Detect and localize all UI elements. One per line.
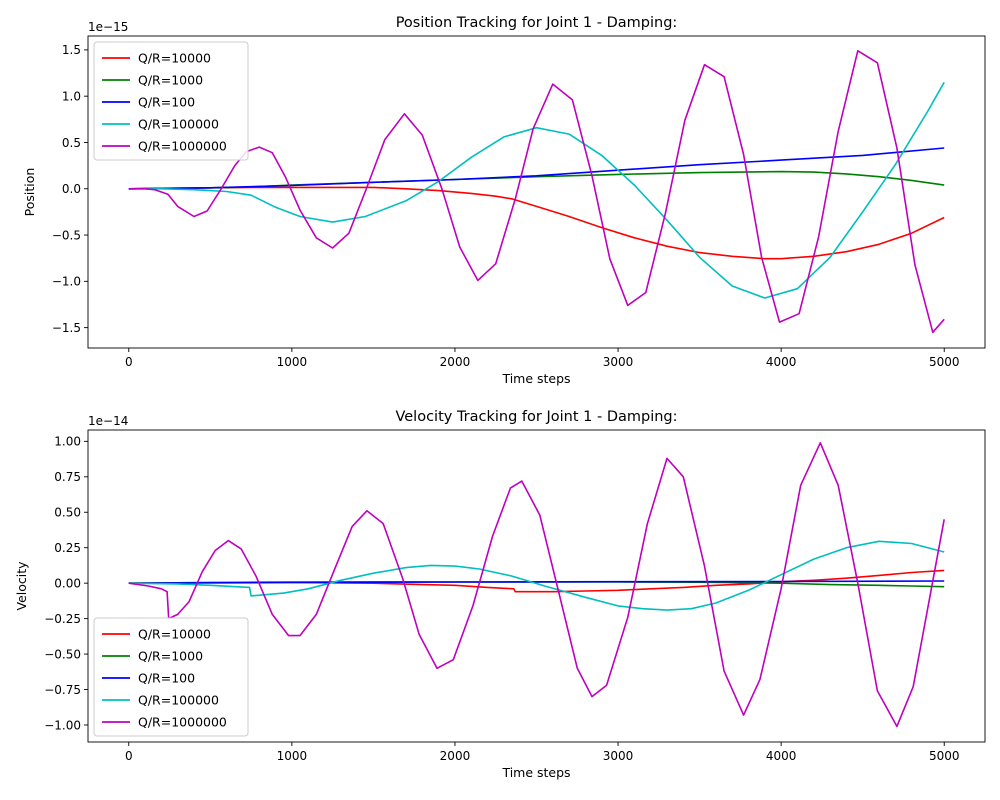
x-tick-label: 5000	[929, 355, 960, 369]
chart-title: Velocity Tracking for Joint 1 - Damping:	[395, 409, 677, 425]
legend-label: Q/R=1000	[138, 73, 203, 88]
legend-box	[93, 41, 249, 161]
legend-label: Q/R=1000	[138, 649, 203, 664]
y-tick-label: 0.25	[54, 541, 81, 555]
y-tick-label: −1.0	[52, 275, 81, 289]
x-tick-label: 2000	[440, 355, 471, 369]
x-tick-label: 4000	[766, 749, 797, 763]
series-line-5	[128, 442, 945, 728]
x-tick-label: 4000	[766, 355, 797, 369]
series-group	[128, 50, 945, 334]
y-tick-label: −1.5	[52, 321, 81, 335]
x-tick-label: 0	[125, 355, 133, 369]
legend-label: Q/R=10000	[138, 51, 211, 66]
axes-frame	[87, 429, 986, 743]
legend-label: Q/R=1000000	[138, 715, 227, 730]
y-tick-label: 0.75	[54, 470, 81, 484]
y-tick-label: 1.5	[62, 43, 81, 57]
chart-title: Position Tracking for Joint 1 - Damping:	[396, 15, 678, 31]
series-line-1	[128, 569, 945, 593]
chart-1: Position Tracking for Joint 1 - Damping:…	[22, 15, 986, 386]
legend: Q/R=10000 Q/R=1000 Q/R=100 Q/R=100000 Q/R=10…	[93, 617, 249, 737]
y-tick-label: −0.5	[52, 228, 81, 242]
y-tick-label: 0.5	[62, 136, 81, 150]
y-scale-label: 1e−15	[88, 20, 128, 34]
y-tick-label: 0.50	[54, 506, 81, 520]
series-line-1	[128, 186, 945, 260]
x-tick-label: 1000	[277, 749, 308, 763]
series-group	[128, 442, 945, 728]
legend-label: Q/R=100	[138, 95, 195, 110]
x-axis-label: Time steps	[501, 371, 570, 386]
x-tick-label: 3000	[603, 355, 634, 369]
legend: Q/R=10000 Q/R=1000 Q/R=100 Q/R=100000 Q/R=10…	[93, 41, 249, 161]
x-tick-label: 3000	[603, 749, 634, 763]
legend-label: Q/R=100000	[138, 693, 219, 708]
series-line-3	[128, 147, 945, 190]
x-axis-label: Time steps	[501, 765, 570, 780]
x-tick-label: 0	[125, 749, 133, 763]
series-line-3	[128, 580, 945, 584]
y-tick-label: 0.0	[62, 182, 81, 196]
y-axis-label: Position	[22, 168, 37, 217]
legend-label: Q/R=10000	[138, 627, 211, 642]
chart-2: Velocity Tracking for Joint 1 - Damping:…	[14, 409, 986, 780]
y-tick-label: −1.00	[44, 718, 81, 732]
series-line-4	[128, 540, 945, 611]
legend-label: Q/R=100	[138, 671, 195, 686]
y-tick-label: −0.75	[44, 683, 81, 697]
y-tick-label: −0.25	[44, 612, 81, 626]
x-tick-label: 2000	[440, 749, 471, 763]
series-line-5	[128, 50, 945, 334]
legend-label: Q/R=1000000	[138, 139, 227, 154]
x-tick-label: 1000	[277, 355, 308, 369]
axes-frame	[87, 35, 986, 349]
y-tick-label: 1.0	[62, 89, 81, 103]
y-tick-label: 0.00	[54, 576, 81, 590]
series-line-4	[128, 81, 945, 299]
x-tick-label: 5000	[929, 749, 960, 763]
y-axis-label: Velocity	[14, 561, 29, 611]
legend-box	[93, 617, 249, 737]
y-scale-label: 1e−14	[88, 414, 128, 428]
legend-label: Q/R=100000	[138, 117, 219, 132]
y-tick-label: 1.00	[54, 435, 81, 449]
y-tick-label: −0.50	[44, 647, 81, 661]
